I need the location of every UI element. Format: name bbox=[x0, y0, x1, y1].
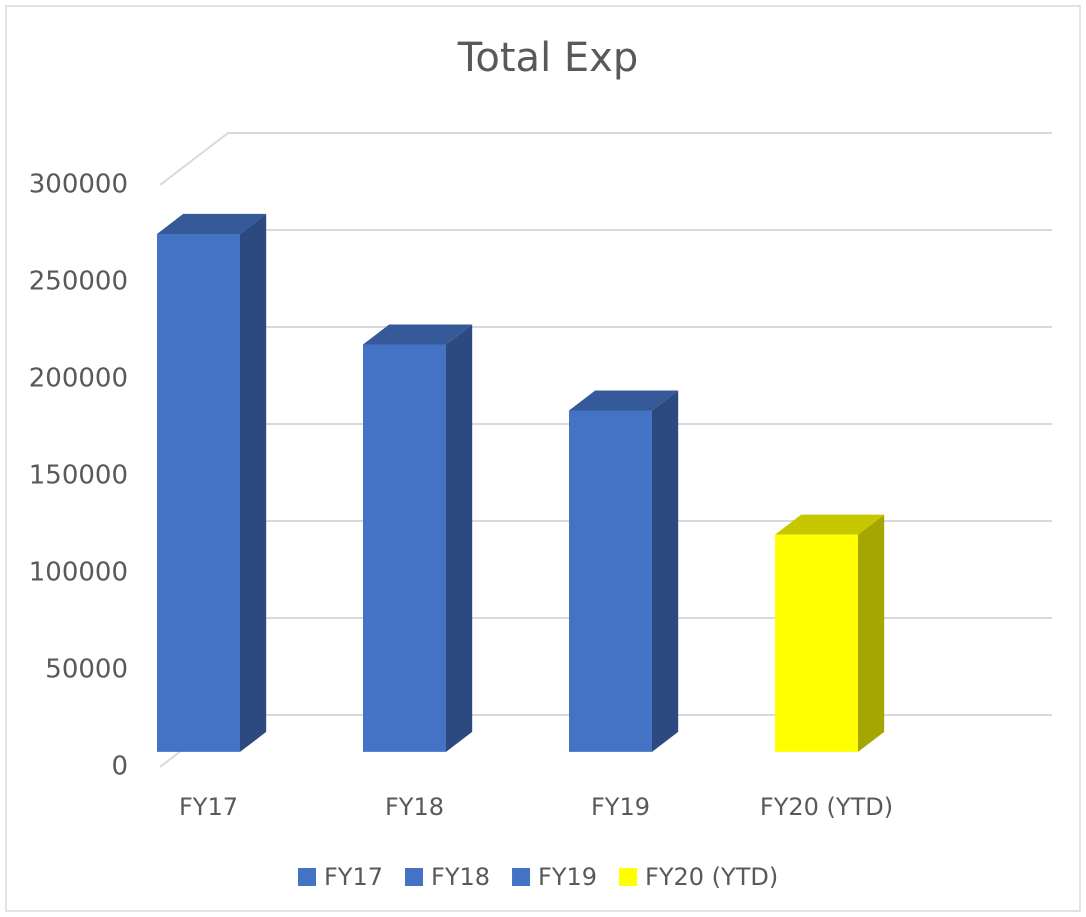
legend-label: FY18 bbox=[431, 863, 490, 891]
bar bbox=[363, 324, 473, 752]
x-tick-label: FY20 (YTD) bbox=[760, 793, 893, 821]
bar-top bbox=[569, 390, 679, 411]
legend-label: FY17 bbox=[324, 863, 383, 891]
legend-label: FY20 (YTD) bbox=[645, 863, 778, 891]
y-tick-label: 300000 bbox=[29, 170, 128, 200]
bar-side bbox=[446, 324, 473, 752]
x-tick-label: FY17 bbox=[179, 793, 238, 821]
x-tick-label: FY18 bbox=[385, 793, 444, 821]
legend-swatch bbox=[405, 868, 424, 886]
legend-swatch bbox=[512, 868, 531, 886]
bar-front bbox=[775, 534, 858, 752]
bar bbox=[569, 390, 679, 752]
bar-top bbox=[157, 213, 267, 234]
bar-front bbox=[363, 344, 446, 752]
y-tick-label: 100000 bbox=[29, 558, 128, 588]
bar-top bbox=[775, 514, 885, 535]
bar-side bbox=[240, 213, 267, 752]
bar bbox=[775, 514, 885, 752]
y-tick-label: 50000 bbox=[45, 655, 128, 685]
y-tick-label: 0 bbox=[111, 752, 128, 782]
bar-side bbox=[652, 390, 679, 752]
chart-title: Total Exp bbox=[457, 35, 638, 81]
bar-front bbox=[569, 410, 652, 752]
bar-side bbox=[858, 514, 885, 752]
y-tick-label: 150000 bbox=[29, 461, 128, 491]
legend-swatch bbox=[298, 868, 316, 886]
y-tick-label: 200000 bbox=[29, 364, 128, 394]
bar-top bbox=[363, 324, 473, 345]
legend-swatch bbox=[619, 868, 638, 886]
bar bbox=[157, 213, 267, 752]
legend-label: FY19 bbox=[538, 863, 597, 891]
y-tick-label: 250000 bbox=[29, 267, 128, 297]
bar-front bbox=[157, 233, 240, 752]
x-tick-label: FY19 bbox=[591, 793, 650, 821]
grid-line bbox=[159, 132, 1052, 186]
